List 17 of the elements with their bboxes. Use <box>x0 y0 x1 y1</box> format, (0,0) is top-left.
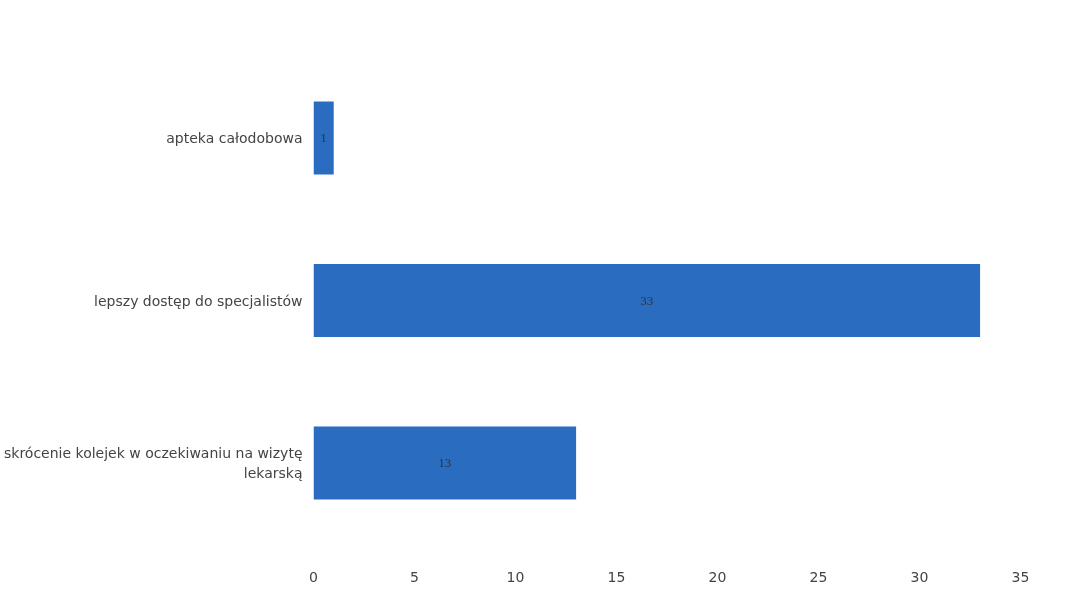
x-tick-label: 10 <box>506 568 525 585</box>
x-tick-label: 35 <box>1011 568 1030 585</box>
bar <box>313 263 981 338</box>
data-label: 1 <box>320 130 327 145</box>
x-tick-label: 20 <box>708 568 727 585</box>
bar <box>313 426 577 500</box>
data-label: 33 <box>640 292 654 308</box>
x-tick-label: 0 <box>309 568 318 585</box>
y-tick-label: apteka całodobowa <box>166 130 303 146</box>
y-tick-label: lepszy dostęp do specjalistów <box>94 292 303 309</box>
bar <box>313 101 334 175</box>
x-tick-label: 5 <box>410 568 419 585</box>
y-tick-label: skrócenie kolejek w oczekiwaniu na wizytę lekarską <box>4 445 303 481</box>
x-tick-label: 30 <box>910 568 929 585</box>
x-tick-label: 15 <box>607 568 626 585</box>
x-tick-label: 25 <box>809 568 828 585</box>
data-label: 13 <box>438 455 452 470</box>
